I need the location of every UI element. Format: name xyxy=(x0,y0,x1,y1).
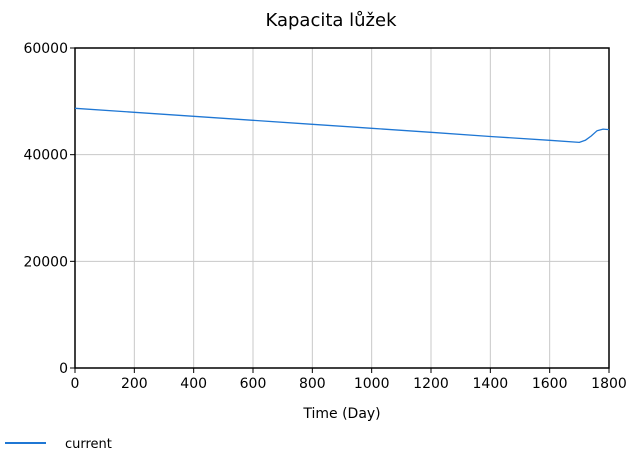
y-tick-label: 0 xyxy=(59,361,68,377)
legend-label-current: current xyxy=(65,437,112,452)
x-tick-label: 1800 xyxy=(591,376,627,392)
y-tick-label: 40000 xyxy=(23,148,68,164)
series-line-current xyxy=(74,107,610,144)
x-tick-label: 1000 xyxy=(354,376,390,392)
x-tick-label: 400 xyxy=(180,376,207,392)
y-tick-label: 20000 xyxy=(23,254,68,270)
chart-title: Kapacita lůžek xyxy=(265,10,397,31)
series-lines xyxy=(74,107,610,144)
x-tick-label: 1200 xyxy=(413,376,449,392)
y-tick-label: 60000 xyxy=(23,41,68,57)
x-tick-label: 1400 xyxy=(473,376,509,392)
grid-lines xyxy=(74,47,610,369)
x-tick-label: 0 xyxy=(71,376,80,392)
x-axis-label: Time (Day) xyxy=(302,406,380,422)
x-tick-label: 200 xyxy=(121,376,148,392)
x-tick-label: 1600 xyxy=(532,376,568,392)
x-tick-label: 800 xyxy=(299,376,326,392)
y-axis-ticks: 0 20000 40000 60000 xyxy=(23,41,75,377)
plot-area-frame xyxy=(74,47,610,369)
legend: current xyxy=(5,437,112,452)
x-axis-ticks: 0 200 400 600 800 1000 1200 1400 1600 1800 xyxy=(71,368,627,392)
x-tick-label: 600 xyxy=(240,376,267,392)
